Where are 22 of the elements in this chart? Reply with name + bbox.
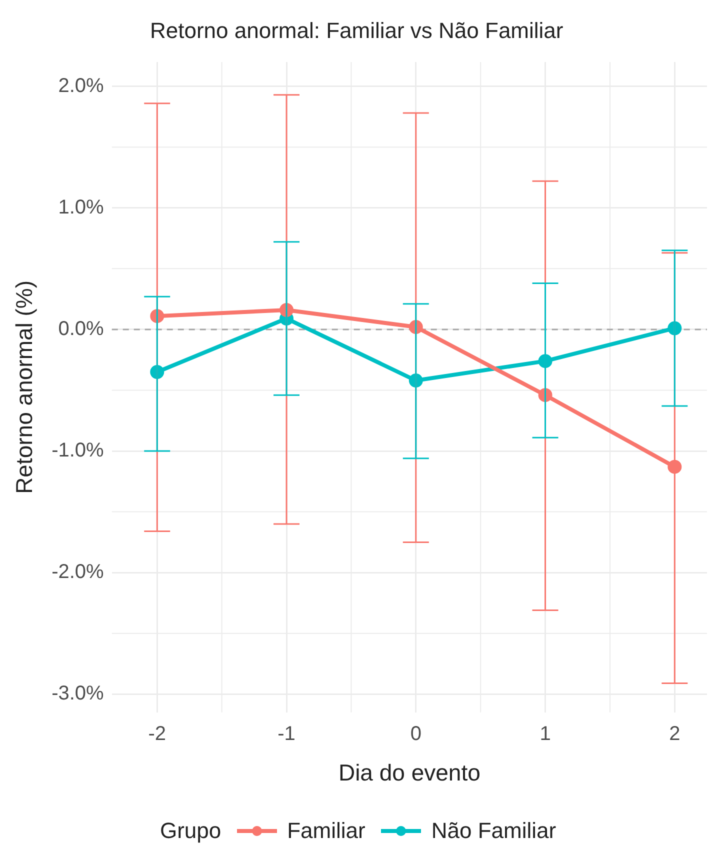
point (408, 374, 423, 388)
y-tick-label: 1.0% (58, 196, 104, 218)
legend-label: Familiar (287, 818, 366, 844)
x-tick-label: -2 (148, 722, 166, 745)
y-tick-label: -3.0% (52, 682, 104, 705)
x-axis-title: Dia do evento (338, 760, 480, 786)
legend-label: Não Familiar (431, 818, 556, 844)
point (668, 321, 682, 336)
y-tick-label: -2.0% (52, 561, 104, 584)
chart-title: Retorno anormal: Familiar vs Não Familiar (150, 18, 564, 44)
x-tick-label: 1 (540, 722, 551, 745)
point (668, 460, 682, 474)
y-tick-label: 0.0% (58, 318, 104, 340)
point (538, 354, 552, 368)
y-tick-label: 2.0% (58, 74, 104, 97)
point (150, 365, 164, 380)
x-tick-label: 2 (669, 722, 680, 745)
y-tick-label: -1.0% (52, 440, 104, 462)
x-tick-label: 0 (410, 722, 422, 745)
legend-title: Grupo (160, 818, 222, 844)
y-axis-title: Retorno anormal (%) (11, 280, 38, 494)
x-tick-label: -1 (278, 722, 296, 745)
